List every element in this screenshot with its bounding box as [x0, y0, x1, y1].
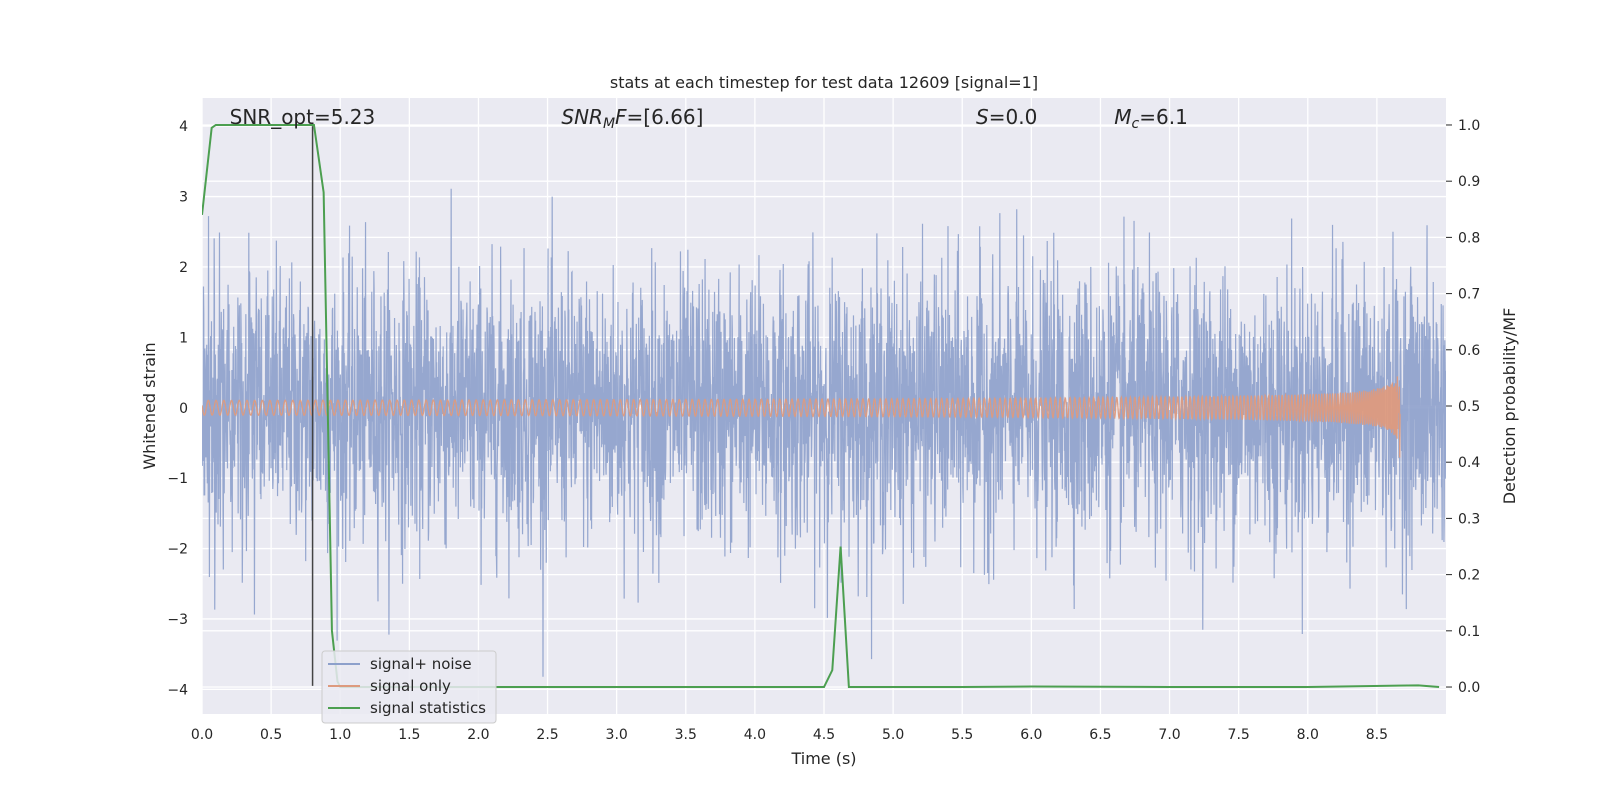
y-left-tick-label: 1: [179, 330, 188, 346]
annotation-snr-mf: SNRMF=[6.66]: [561, 105, 703, 132]
x-tick-label: 3.0: [606, 727, 628, 743]
annotation-mc-value-part: c: [1132, 116, 1140, 132]
annotation-mc-value-part: M: [1114, 105, 1131, 129]
annotation-s-value: S=0.0: [976, 105, 1037, 129]
annotation-mc-value-part: =6.1: [1139, 105, 1188, 129]
y-left-tick-label: 4: [179, 119, 188, 135]
y-right-tick-label: 0.5: [1458, 399, 1480, 415]
x-tick-label: 0.0: [191, 727, 213, 743]
x-tick-label: 4.5: [813, 727, 835, 743]
legend-box: [321, 650, 497, 724]
y-left-tick-label: 2: [179, 260, 188, 276]
x-tick-label: 6.5: [1089, 727, 1111, 743]
x-tick-label: 5.0: [882, 727, 904, 743]
noise-trace: [202, 188, 1446, 677]
x-tick-label: 0.5: [260, 727, 282, 743]
legend-label-signal-only: signal only: [370, 677, 451, 695]
legend: signal+ noise signal only signal statist…: [321, 650, 497, 724]
x-tick-label: 7.0: [1158, 727, 1180, 743]
y-right-axis-ticks: 0.0 0.1 0.2 0.3 0.4 0.5 0.6 0.7 0.8 0.9 1.0: [1446, 118, 1480, 696]
x-tick-label: 4.0: [744, 727, 766, 743]
annotation-s-value-part: =0.0: [989, 105, 1038, 129]
annotation-snr-mf-part: M: [603, 116, 615, 132]
x-axis-ticks: 0.0 0.5 1.0 1.5 2.0 2.5 3.0 3.5 4.0 4.5 5.0 5.5 6.0 6…: [191, 727, 1388, 743]
chart-title: stats at each timestep for test data 126…: [610, 73, 1038, 92]
x-tick-label: 2.0: [467, 727, 489, 743]
x-tick-label: 8.0: [1297, 727, 1319, 743]
y-right-tick-label: 0.8: [1458, 230, 1480, 246]
annotation-snr-mf-part: SNR: [561, 105, 603, 129]
y-right-tick-label: 0.3: [1458, 511, 1480, 527]
x-tick-label: 1.0: [329, 727, 351, 743]
y-right-tick-label: 0.7: [1458, 287, 1480, 303]
statistics-trace: [202, 123, 1440, 689]
annotation-s-value-part: S: [976, 105, 989, 129]
x-tick-label: 1.5: [398, 727, 420, 743]
y-right-tick-label: 0.4: [1458, 455, 1480, 471]
x-tick-label: 3.5: [675, 727, 697, 743]
series-signal-plus-noise: [202, 188, 1446, 677]
y-right-tick-label: 0.1: [1458, 624, 1480, 640]
x-tick-label: 7.5: [1228, 727, 1250, 743]
legend-label-signal-statistics: signal statistics: [370, 699, 486, 717]
annotation-snr-opt-part: SNR_opt=5.23: [230, 105, 376, 129]
chirp-trace: [202, 376, 1401, 458]
series-signal-only: [202, 376, 1401, 458]
y-left-tick-label: −2: [167, 542, 188, 558]
x-tick-label: 8.5: [1366, 727, 1388, 743]
x-axis-label: Time (s): [790, 749, 856, 768]
annotation-snr-opt: SNR_opt=5.23: [230, 105, 376, 129]
y-left-tick-label: 0: [179, 401, 188, 417]
series-signal-statistics: [202, 123, 1440, 689]
y-left-tick-label: −4: [167, 682, 188, 698]
legend-label-signal-plus-noise: signal+ noise: [370, 655, 472, 673]
annotations: SNR_opt=5.23 SNRMF=[6.66] S=0.0 Mc=6.1: [230, 105, 1188, 132]
y-left-axis-label: Whitened strain: [140, 342, 159, 469]
x-tick-label: 6.0: [1020, 727, 1042, 743]
y-right-axis-label: Detection probability/MF: [1500, 308, 1519, 505]
annotation-snr-mf-part: =[6.66]: [627, 105, 704, 129]
y-left-tick-label: −1: [167, 471, 188, 487]
y-right-tick-label: 0.0: [1458, 680, 1480, 696]
y-right-tick-label: 0.9: [1458, 174, 1480, 190]
annotation-mc-value: Mc=6.1: [1114, 105, 1188, 132]
x-tick-label: 5.5: [951, 727, 973, 743]
annotation-snr-mf-part: F: [615, 105, 627, 129]
y-left-tick-label: 3: [179, 190, 188, 206]
y-right-tick-label: 0.2: [1458, 568, 1480, 584]
y-right-tick-label: 1.0: [1458, 118, 1480, 134]
x-tick-label: 2.5: [536, 727, 558, 743]
y-left-tick-label: −3: [167, 612, 188, 628]
y-right-tick-label: 0.6: [1458, 343, 1480, 359]
y-left-axis-ticks: −4 −3 −2 −1 0 1 2 3 4: [167, 119, 188, 698]
